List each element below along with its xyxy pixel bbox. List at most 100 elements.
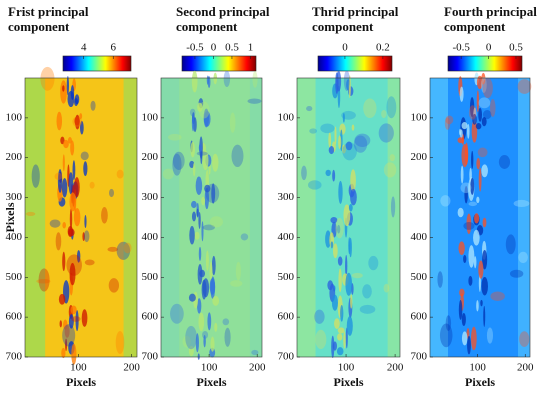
- heatmap-streak: [474, 213, 480, 224]
- heatmap-streak: [197, 264, 203, 285]
- heatmap-streak: [189, 226, 195, 245]
- heatmap-patch: [107, 246, 118, 252]
- heatmap-patch: [229, 112, 236, 133]
- heatmap-patch: [490, 291, 505, 301]
- colorbar: [317, 55, 393, 72]
- heatmap-streak: [481, 72, 486, 85]
- colorbar-tick-label: 4: [81, 42, 87, 54]
- heatmap-patch: [362, 284, 372, 299]
- heatmap-patch: [116, 241, 131, 260]
- plot-frame: [160, 77, 263, 358]
- heatmap-streak: [63, 139, 69, 149]
- panel-title: Second principal component: [176, 4, 270, 34]
- heatmap-streak: [197, 102, 203, 112]
- heatmap-patch: [185, 325, 197, 350]
- panel-title: Frist principal component: [8, 4, 89, 34]
- heatmap-patch: [90, 100, 96, 111]
- heatmap-streak: [343, 331, 346, 349]
- heatmap-patch: [353, 135, 368, 153]
- heatmap-patch: [196, 151, 208, 156]
- heatmap-streak: [337, 327, 345, 334]
- heatmap-streak: [480, 299, 483, 307]
- heatmap-streak: [338, 268, 342, 293]
- y-tick-label: 200: [6, 151, 23, 163]
- heatmap-streak: [212, 295, 220, 306]
- colorbar-tick-label: 6: [111, 42, 117, 54]
- heatmap-patch: [439, 323, 453, 348]
- heatmap-streak: [74, 116, 80, 126]
- heatmap-patch: [354, 133, 371, 148]
- heatmap-patch: [363, 98, 377, 119]
- heatmap-patch: [518, 251, 528, 264]
- heatmap-streak: [325, 230, 331, 248]
- y-tick-label: 300: [142, 191, 159, 203]
- heatmap-patch: [235, 261, 241, 281]
- heatmap-streak: [460, 129, 463, 139]
- heatmap-streak: [336, 347, 344, 356]
- heatmap-streak: [338, 135, 342, 149]
- heatmap-streak: [330, 216, 338, 224]
- heatmap: [161, 70, 262, 360]
- heatmap-patch: [115, 331, 125, 354]
- heatmap-streak: [190, 141, 195, 158]
- heatmap-streak: [482, 217, 487, 228]
- y-tick-label: 600: [142, 311, 159, 323]
- x-tick-label: 200: [517, 362, 534, 374]
- heatmap-streak: [336, 70, 342, 92]
- heatmap-streak: [209, 261, 213, 281]
- heatmap-patch: [209, 216, 224, 228]
- heatmap-streak: [196, 208, 199, 217]
- heatmap-patch: [223, 70, 231, 88]
- heatmap-streak: [468, 275, 473, 286]
- y-tick-label: 200: [142, 151, 159, 163]
- colorbar-tick-label: 0.2: [376, 42, 390, 54]
- heatmap-streak: [457, 137, 465, 144]
- heatmap-streak: [473, 256, 477, 269]
- heatmap-patch: [482, 109, 492, 120]
- heatmap-streak: [483, 305, 486, 327]
- heatmap-streak: [214, 322, 218, 332]
- heatmap-patch: [383, 162, 397, 178]
- heatmap-streak: [340, 305, 344, 322]
- y-tick-label: 200: [278, 151, 295, 163]
- heatmap-patch: [389, 154, 395, 162]
- heatmap-patch: [202, 330, 209, 339]
- heatmap-patch: [342, 142, 357, 161]
- heatmap-patch: [320, 123, 335, 134]
- heatmap-streak: [191, 114, 195, 132]
- heatmap-patch: [189, 108, 196, 117]
- heatmap-streak: [345, 327, 348, 349]
- heatmap-streak: [342, 112, 345, 123]
- heatmap-streak: [204, 184, 211, 193]
- heatmap-edge: [249, 78, 262, 357]
- heatmap-patch: [101, 207, 108, 224]
- colorbar-tick-label: -0.5: [452, 42, 470, 54]
- heatmap-patch: [359, 304, 376, 314]
- heatmap-streak: [457, 207, 464, 218]
- heatmap-patch: [25, 211, 36, 216]
- heatmap-patch: [230, 280, 243, 287]
- heatmap-streak: [56, 111, 63, 131]
- heatmap-streak: [478, 260, 484, 279]
- y-tick-label: 700: [278, 351, 295, 363]
- heatmap-streak: [345, 255, 348, 277]
- heatmap-patch: [437, 271, 443, 288]
- y-tick-label: 700: [142, 351, 159, 363]
- heatmap-streak: [478, 274, 481, 292]
- y-tick-label: 500: [6, 271, 23, 283]
- colorbar: [62, 55, 132, 72]
- colorbar-tick-label: 0: [342, 42, 348, 54]
- heatmap-streak: [73, 177, 80, 198]
- heatmap-streak: [339, 123, 346, 135]
- colorbar-tick-label: 0.5: [225, 42, 239, 54]
- plot-frame: [429, 77, 531, 358]
- heatmap-streak: [211, 183, 216, 204]
- x-axis-label: Pixels: [465, 375, 495, 389]
- heatmap-streak: [203, 111, 211, 127]
- heatmap-patch: [519, 331, 530, 347]
- heatmap-streak: [333, 243, 338, 259]
- heatmap-patch: [172, 151, 185, 170]
- heatmap-streak: [69, 262, 76, 286]
- heatmap-patch: [444, 117, 451, 130]
- heatmap-streak: [84, 215, 87, 229]
